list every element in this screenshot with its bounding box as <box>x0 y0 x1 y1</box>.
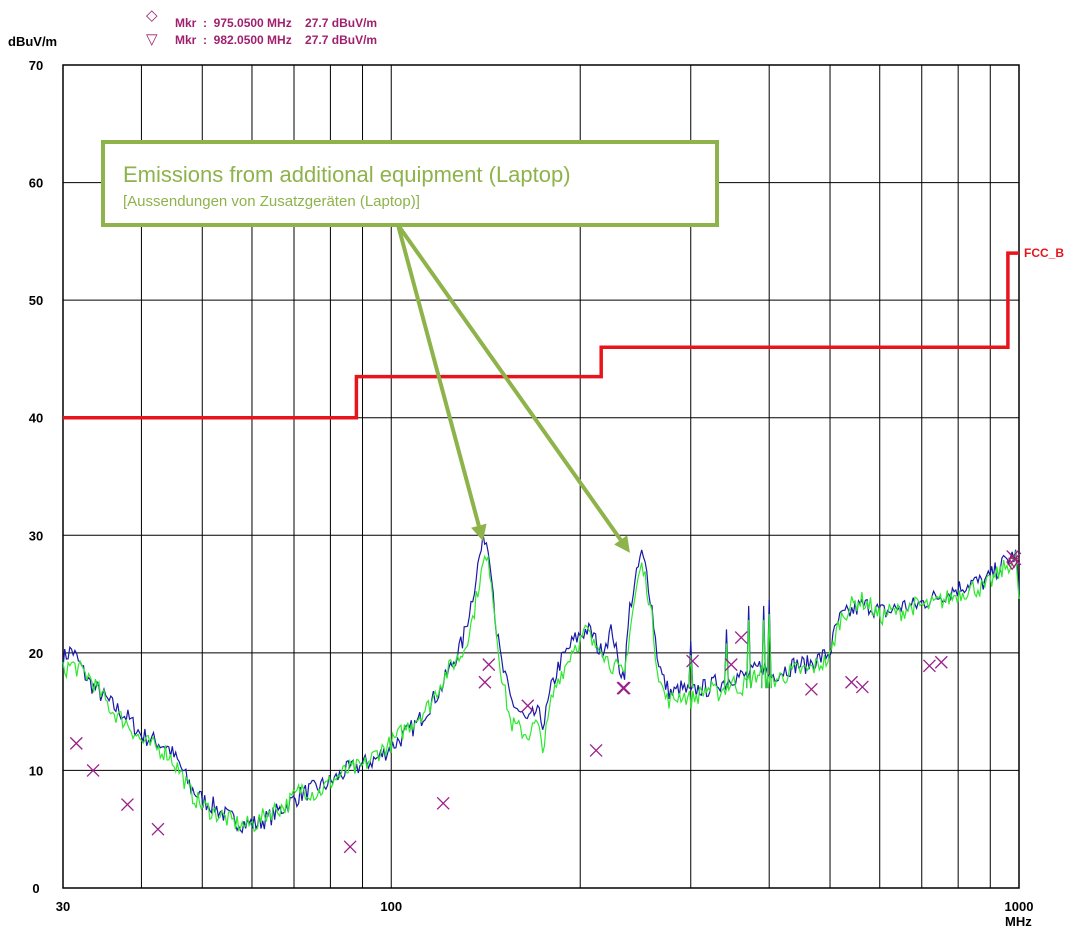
quasi-peak-mark <box>617 681 631 695</box>
fcc-b-limit-line <box>63 251 1019 420</box>
x-tick-labels: 30 100 1000 <box>56 899 1034 914</box>
annotation-callout: Emissions from additional equipment (Lap… <box>101 140 719 553</box>
annotation-arrowhead <box>471 523 487 542</box>
quasi-peak-markers <box>69 549 1022 854</box>
marker-2-readout: Mkr : 982.0500 MHz 27.7 dBuV/m <box>175 33 377 47</box>
x-tick-label: 30 <box>56 899 70 914</box>
y-tick-label: 40 <box>29 411 43 426</box>
y-tick-label: 0 <box>32 881 39 896</box>
quasi-peak-mark <box>616 681 630 695</box>
x-tick-label: 1000 <box>1005 899 1034 914</box>
y-tick-label: 70 <box>29 58 43 73</box>
quasi-peak-mark <box>686 654 700 668</box>
quasi-peak-mark <box>151 822 165 836</box>
quasi-peak-mark <box>86 763 100 777</box>
fcc-b-limit-label: FCC_B <box>1024 246 1064 260</box>
annotation-arrows <box>396 223 630 553</box>
quasi-peak-mark <box>120 798 134 811</box>
quasi-peak-mark <box>922 659 936 673</box>
quasi-peak-mark <box>845 675 858 689</box>
y-tick-label: 30 <box>29 528 43 543</box>
annotation-title: Emissions from additional equipment (Lap… <box>123 162 571 187</box>
quasi-peak-mark <box>855 680 869 694</box>
measurement-traces <box>62 533 1020 834</box>
annotation-arrow-line <box>396 224 481 527</box>
quasi-peak-mark <box>804 682 818 696</box>
marker-1-readout: Mkr : 975.0500 MHz 27.7 dBuV/m <box>175 16 377 30</box>
quasi-peak-mark <box>724 658 738 672</box>
quasi-peak-mark <box>734 631 748 645</box>
marker-triangle <box>1008 557 1021 569</box>
y-tick-label: 60 <box>29 176 43 191</box>
annotation-subtitle: [Aussendungen von Zusatzgeräten (Laptop)… <box>123 193 420 210</box>
quasi-peak-mark <box>69 736 83 750</box>
marker-symbols <box>1006 554 1021 571</box>
y-tick-label: 50 <box>29 293 43 308</box>
annotation-box <box>101 140 719 227</box>
y-tick-labels: 0 10 20 30 40 50 60 70 <box>29 58 43 896</box>
trace-spike <box>746 619 752 689</box>
marker-diamond <box>1006 554 1018 571</box>
trace-spike <box>688 655 694 689</box>
x-axis-unit: MHz <box>1005 914 1032 929</box>
quasi-peak-mark <box>589 743 603 757</box>
marker-2-symbol: ▽ <box>146 31 158 48</box>
trace-spike <box>723 643 730 689</box>
trace-spike <box>761 619 767 689</box>
trace-green <box>62 550 1020 833</box>
y-axis-label: dBuV/m <box>8 34 57 49</box>
quasi-peak-mark <box>521 699 535 713</box>
x-tick-label: 100 <box>380 899 402 914</box>
quasi-peak-mark <box>482 658 496 672</box>
trace-spike <box>766 614 772 689</box>
trace-blue <box>62 533 1020 834</box>
quasi-peak-mark <box>478 675 492 689</box>
marker-legend: ◇ Mkr : 975.0500 MHz 27.7 dBuV/m ▽ Mkr :… <box>146 7 377 48</box>
marker-1-symbol: ◇ <box>146 7 158 24</box>
plot-frame <box>62 64 1020 889</box>
y-tick-label: 20 <box>29 646 43 661</box>
quasi-peak-mark <box>436 796 450 810</box>
annotation-arrow-line <box>396 223 623 542</box>
quasi-peak-mark <box>934 655 948 669</box>
y-tick-label: 10 <box>29 763 43 778</box>
quasi-peak-mark <box>343 840 357 854</box>
annotation-arrowhead <box>614 535 630 553</box>
